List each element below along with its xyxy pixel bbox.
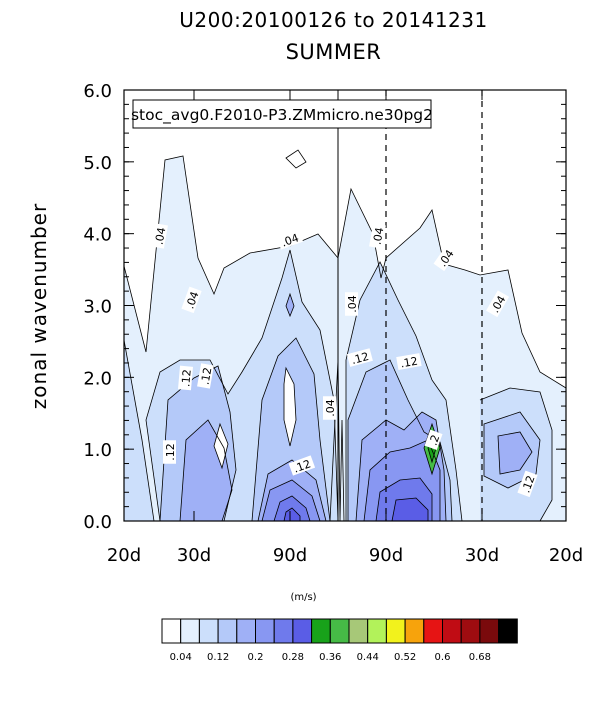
svg-text:.2: .2 (427, 433, 443, 447)
axis-labels: 0.0 1.0 2.0 3.0 4.0 5.0 6.0 20d 30d 90d 90d 30d 20d (83, 81, 583, 566)
colorbar-label: 0.68 (469, 652, 491, 663)
colorbar-label: 0.44 (357, 652, 379, 663)
chart-subtitle: SUMMER (285, 40, 382, 64)
contour-band-4 (180, 412, 532, 521)
y-tick-label: 4.0 (83, 225, 112, 246)
colorbar-box (460, 618, 481, 644)
contour-label: .04 (323, 396, 337, 420)
colorbar-box (423, 618, 443, 644)
contour-line-2 (123, 249, 553, 522)
colorbar-box (161, 618, 182, 644)
colorbar-box (442, 618, 462, 644)
colorbar-box (348, 618, 369, 644)
svg-text:.04: .04 (371, 226, 387, 245)
colorbar-label: 0.12 (207, 652, 229, 663)
contour-line-6 (273, 477, 433, 522)
colorbar-box (255, 618, 275, 644)
contour-line-1 (123, 155, 567, 389)
units-label: (m/s) (290, 592, 317, 603)
svg-text:.12: .12 (399, 355, 418, 371)
contour-label: .12 (197, 363, 215, 389)
colorbar-label: 0.36 (319, 652, 341, 663)
svg-text:.04: .04 (280, 231, 301, 249)
contour-label: .04 (276, 229, 304, 250)
contour-line-4 (179, 411, 533, 522)
island-white-3 (286, 150, 306, 168)
colorbar-box (498, 618, 518, 644)
y-tick-label: 3.0 (83, 297, 112, 318)
contour-label: .04 (151, 223, 169, 249)
colorbar-box (217, 618, 238, 644)
svg-text:.04: .04 (324, 399, 337, 417)
contour-label: .04 (181, 286, 202, 314)
contour-line-3 (159, 337, 541, 522)
y-tick-label: 0.0 (83, 512, 112, 533)
contour-lines (123, 149, 567, 522)
contour-label: .04 (369, 223, 387, 249)
x-tick-label: 20d (107, 545, 141, 566)
colorbar-box (329, 618, 350, 644)
colorbar-label: 0.6 (435, 652, 451, 663)
y-tick-label: 2.0 (83, 368, 112, 389)
colorbar-box (198, 618, 219, 644)
y-axis-label: zonal wavenumber (27, 203, 51, 409)
legend-text: stoc_avg0.F2010-P3.ZMmicro.ne30pg2 (131, 106, 433, 125)
x-tick-label: 20d (549, 545, 583, 566)
svg-text:.12: .12 (292, 457, 313, 475)
contour-label: .12 (288, 455, 316, 476)
colorbar-box (367, 618, 387, 644)
contour-line-8 (213, 149, 441, 476)
contour-label: .04 (345, 292, 359, 316)
colorbar-box (273, 618, 294, 644)
x-tick-label: 30d (465, 545, 499, 566)
svg-text:.12: .12 (164, 443, 177, 461)
svg-text:.12: .12 (199, 366, 215, 385)
x-tick-label: 30d (177, 545, 211, 566)
colorbar-label: 0.04 (170, 652, 192, 663)
y-tick-label: 1.0 (83, 440, 112, 461)
svg-text:.04: .04 (346, 295, 359, 313)
axis-ticks (123, 89, 567, 522)
x-tick-label: 90d (369, 545, 403, 566)
y-tick-label: 5.0 (83, 153, 112, 174)
contour-label: .12 (163, 440, 177, 464)
legend-box (132, 99, 432, 129)
island-white-1 (284, 368, 296, 446)
x-tick-label: 90d (273, 545, 307, 566)
contour-label: .2 (424, 429, 443, 451)
colorbar-label: 0.2 (248, 652, 264, 663)
contour-line-5 (261, 439, 441, 522)
contour-label: .12 (178, 365, 194, 391)
contour-band-7 (284, 498, 428, 521)
chart-title: U200:20100126 to 20141231 (179, 8, 488, 32)
svg-text:.12: .12 (350, 350, 370, 367)
contour-line-7 (283, 497, 429, 522)
colorbar-box (404, 618, 425, 644)
contour-label: .12 (396, 353, 422, 371)
contour-label: .12 (517, 470, 538, 498)
svg-text:.04: .04 (153, 226, 169, 245)
y-tick-label: 6.0 (83, 81, 112, 102)
colorbar-box (479, 618, 500, 644)
colorbar-label: 0.28 (282, 652, 304, 663)
colorbar-box (180, 618, 200, 644)
colorbar-box (385, 618, 406, 644)
colorbar: 0.04 0.12 0.2 0.28 0.36 0.44 0.52 0.6 0.68 (161, 618, 518, 663)
svg-text:.12: .12 (179, 369, 193, 388)
colorbar-box (292, 618, 313, 644)
contour-label-layer: .04.04.04.04.04.04.04.04.12.12.12.12.12.… (151, 223, 538, 498)
contour-band-3 (160, 338, 540, 521)
svg-text:.04: .04 (183, 290, 201, 311)
contour-band-6 (274, 478, 432, 521)
colorbar-box (311, 618, 331, 644)
colorbar-box (236, 618, 257, 644)
contour-label: .12 (346, 348, 373, 367)
colorbar-label: 0.52 (394, 652, 416, 663)
svg-text:.12: .12 (519, 474, 537, 495)
